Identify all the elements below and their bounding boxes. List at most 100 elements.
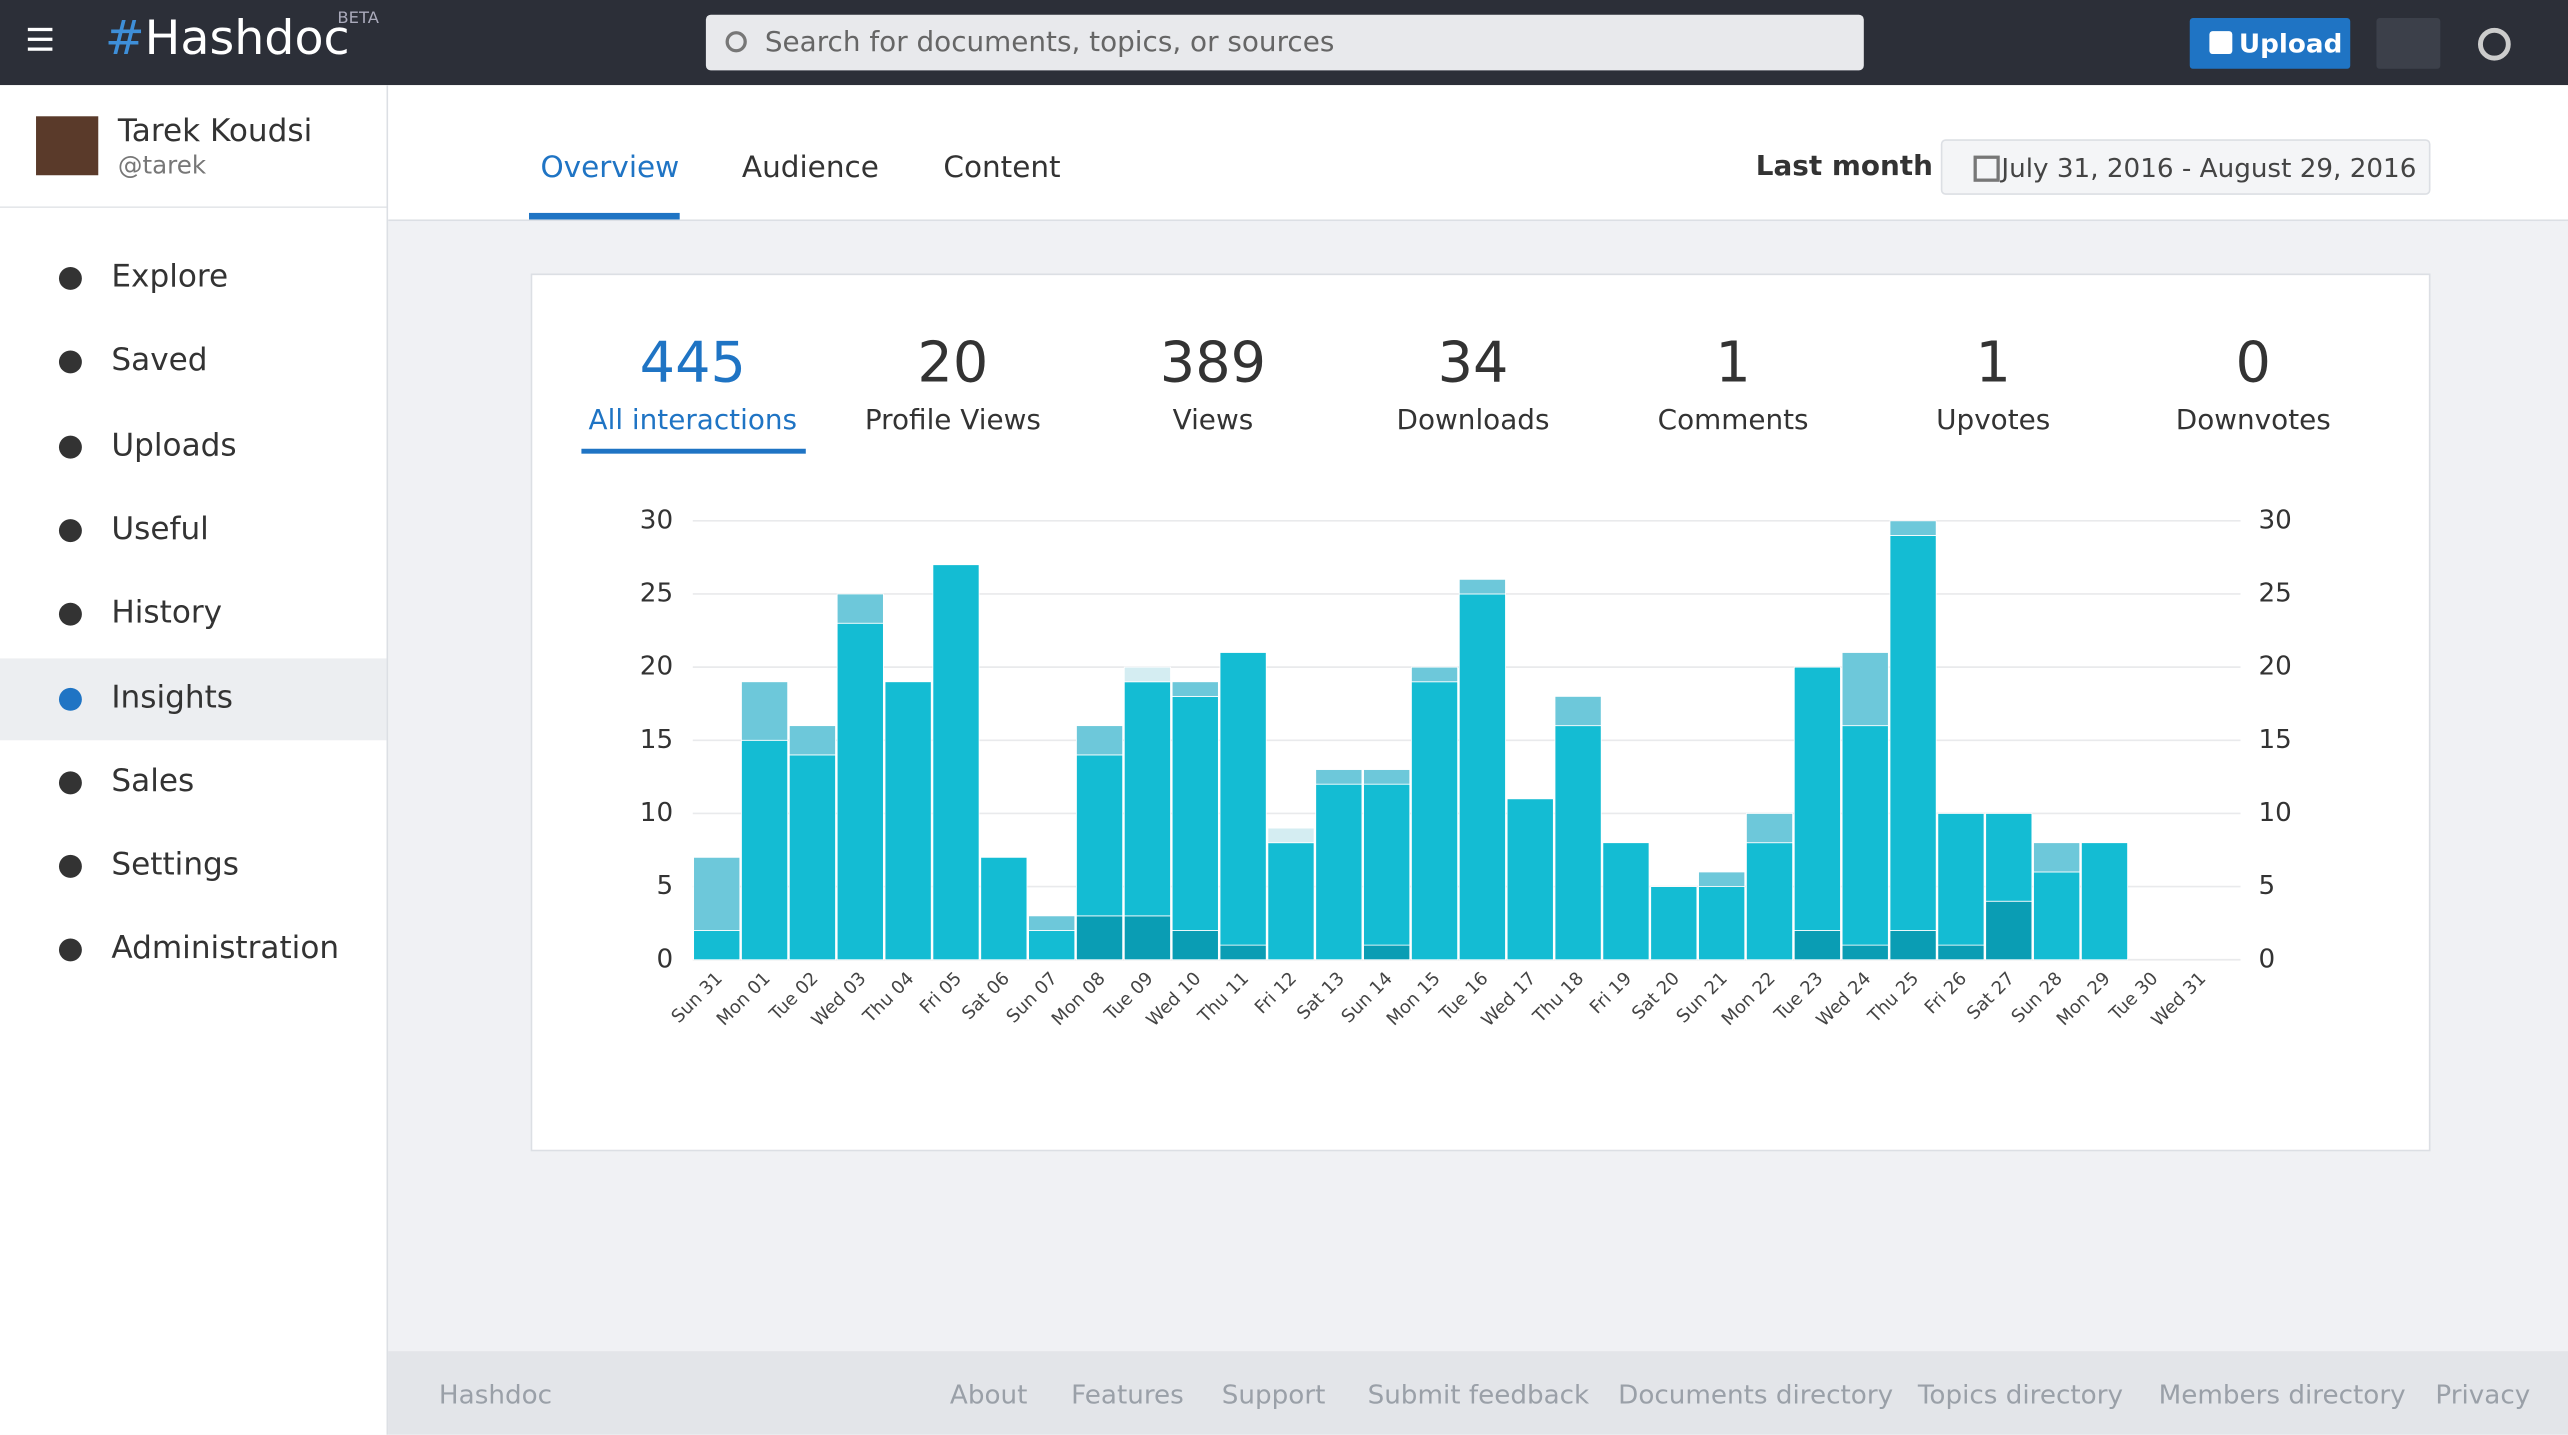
bar-segment [1459,579,1505,594]
bar-segment [1364,770,1410,785]
bar-segment [789,726,835,755]
bar-segment [1076,755,1122,916]
stat-label[interactable]: Comments [1604,405,1863,438]
bar-segment [2081,843,2127,960]
bar-segment [1651,887,1697,960]
y2-tick-label: 20 [2259,652,2292,682]
bar-segment [1076,916,1122,960]
bar-segment [1268,828,1314,843]
stat-label[interactable]: Downvotes [2124,405,2383,438]
bar-segment [694,857,740,930]
bar-segment [1986,901,2032,960]
bar-segment [1842,726,1888,945]
bar-segment [1029,916,1075,931]
bar-segment [837,594,883,623]
bar-segment [1316,784,1362,960]
bar-segment [2034,872,2080,960]
bar-segment [1507,799,1553,960]
bar-segment [981,857,1027,959]
bar-segment [1268,843,1314,960]
y2-tick-label: 0 [2259,944,2276,974]
stat-value[interactable]: 445 [563,331,822,397]
bar-segment [1124,667,1170,682]
bar-segment [1124,916,1170,960]
x-tick-label: Thu 25 [1863,968,1923,1028]
bar-segment [1029,930,1075,959]
footer-link[interactable]: Support [1222,1379,1326,1410]
bar-segment [1172,696,1218,930]
bar-segment [1220,945,1266,960]
bar-segment [1172,682,1218,697]
y-tick-label: 30 [640,505,673,535]
y-tick-label: 0 [656,944,673,974]
bar-segment [933,565,979,960]
bar-segment [1890,930,1936,959]
y-tick-label: 10 [640,798,673,828]
footer-link[interactable]: Submit feedback [1368,1379,1590,1410]
bar-segment [1364,784,1410,945]
bar-segment [1603,843,1649,960]
y-tick-label: 20 [640,652,673,682]
bar-segment [1890,521,1936,536]
stat-value[interactable]: 1 [1604,331,1863,397]
bar-segment [1220,652,1266,945]
bar-segment [1172,930,1218,959]
bar-segment [1986,813,2032,901]
footer-link[interactable]: Privacy [2435,1379,2530,1410]
stat-value[interactable]: 34 [1344,331,1603,397]
bar-segment [1699,872,1745,887]
footer-link[interactable]: Documents directory [1618,1379,1893,1410]
x-tick-label: Thu 11 [1193,968,1253,1028]
bar-segment [741,740,787,959]
stat-label[interactable]: All interactions [563,405,822,438]
bar-segment [1411,667,1457,682]
y2-tick-label: 5 [2259,871,2276,901]
bar-segment [1794,667,1840,930]
x-tick-label: Thu 18 [1528,968,1588,1028]
stat-label[interactable]: Profile Views [823,405,1082,438]
bar-segment [1890,535,1936,930]
bar-segment [1555,696,1601,725]
y-tick-label: 5 [656,871,673,901]
footer-link[interactable]: Features [1071,1379,1184,1410]
footer-link[interactable]: Members directory [2159,1379,2406,1410]
stat-value[interactable]: 389 [1084,331,1343,397]
bar-segment [1124,682,1170,916]
stat-label[interactable]: Views [1084,405,1343,438]
bar-segment [1842,652,1888,725]
y2-tick-label: 30 [2259,505,2292,535]
y2-tick-label: 25 [2259,578,2292,608]
bar-segment [1411,682,1457,960]
bar-segment [1746,843,1792,960]
bar-segment [1076,726,1122,755]
bar-segment [1938,945,1984,960]
y-tick-label: 15 [640,725,673,755]
stat-value[interactable]: 1 [1864,331,2123,397]
stat-label[interactable]: Downloads [1344,405,1603,438]
stat-label[interactable]: Upvotes [1864,405,2123,438]
y2-tick-label: 15 [2259,725,2292,755]
bar-segment [1746,813,1792,842]
footer-link[interactable]: About [950,1379,1027,1410]
bar-segment [1316,770,1362,785]
y-tick-label: 25 [640,578,673,608]
bar-segment [1794,930,1840,959]
bar-segment [694,930,740,959]
bar-segment [2034,843,2080,872]
x-tick-label: Thu 04 [859,968,919,1028]
y2-tick-label: 10 [2259,798,2292,828]
bar-segment [1364,945,1410,960]
bar-segment [1842,945,1888,960]
bar-segment [789,755,835,960]
stat-value[interactable]: 0 [2124,331,2383,397]
bar-segment [885,682,931,960]
bar-segment [1938,813,1984,945]
footer-link[interactable]: Topics directory [1918,1379,2123,1410]
bar-segment [837,623,883,960]
bar-segment [1459,594,1505,960]
stat-value[interactable]: 20 [823,331,1082,397]
bar-segment [1699,887,1745,960]
